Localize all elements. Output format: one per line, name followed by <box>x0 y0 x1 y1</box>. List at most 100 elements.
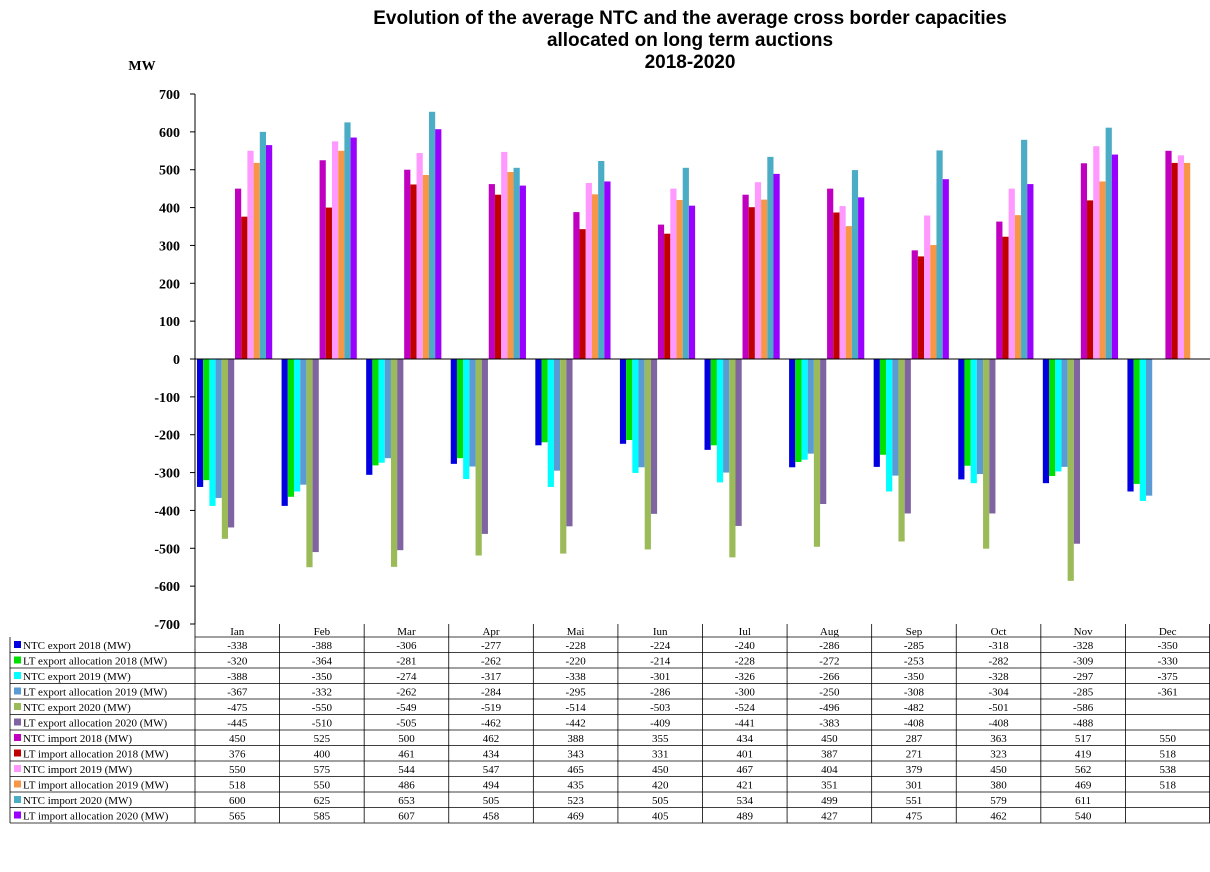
bar <box>481 359 488 534</box>
bar <box>450 359 457 464</box>
table-cell: -320 <box>227 656 248 668</box>
table-cell: -350 <box>312 671 333 683</box>
bar <box>378 359 385 463</box>
bar <box>682 167 689 359</box>
table-cell: -549 <box>396 702 417 714</box>
table-cell: -375 <box>1158 671 1179 683</box>
bar <box>1002 236 1009 359</box>
bar <box>397 359 404 551</box>
bar <box>754 182 762 359</box>
table-cell: 550 <box>1159 733 1176 745</box>
bar <box>547 359 554 487</box>
bar <box>748 207 755 359</box>
bar <box>488 184 495 359</box>
bar <box>833 212 840 359</box>
y-tick-label: -600 <box>154 580 180 595</box>
table-cell: 551 <box>906 795 923 807</box>
bar <box>259 131 266 359</box>
y-tick-label: -300 <box>154 467 180 482</box>
legend-swatch <box>14 765 21 772</box>
table-cell: -309 <box>1073 656 1094 668</box>
bar <box>384 359 391 459</box>
table-cell: -409 <box>650 718 671 730</box>
legend-label: NTC import 2019 (MW) <box>23 764 132 776</box>
table-cell: -282 <box>988 656 1008 668</box>
legend-swatch <box>14 811 21 819</box>
bar <box>553 359 561 471</box>
table-cell: -295 <box>566 687 587 699</box>
table-cell: -488 <box>1073 718 1094 730</box>
table-cell: -445 <box>227 718 248 730</box>
bar <box>820 359 827 504</box>
bar <box>942 179 949 359</box>
bar <box>626 359 633 441</box>
table-cell: 450 <box>990 764 1007 776</box>
bar <box>729 359 736 558</box>
table-cell: 400 <box>314 749 331 761</box>
bar <box>535 359 542 446</box>
bar <box>519 185 526 359</box>
legend-swatch <box>14 718 21 726</box>
table-cell: 653 <box>398 795 415 807</box>
table-cell: 607 <box>398 811 415 823</box>
table-cell: 434 <box>737 733 754 745</box>
bar <box>688 205 696 359</box>
table-cell: -297 <box>1073 671 1094 683</box>
bar <box>735 359 742 526</box>
table-cell: 523 <box>567 795 584 807</box>
chart-title-line-1: Evolution of the average NTC and the ave… <box>373 8 1007 29</box>
bar <box>958 359 965 480</box>
table-cell: 579 <box>990 795 1007 807</box>
table-cell: 376 <box>229 749 246 761</box>
table-cell: 458 <box>483 811 500 823</box>
table-cell: 427 <box>821 811 838 823</box>
legend-label: NTC import 2018 (MW) <box>23 733 132 745</box>
table-cell: 475 <box>906 811 923 823</box>
table-cell: -328 <box>988 671 1009 683</box>
bar <box>209 359 216 506</box>
bar <box>879 359 887 455</box>
legend-label: NTC export 2019 (MW) <box>23 671 131 683</box>
bar <box>936 150 943 359</box>
table-cell: -281 <box>396 656 416 668</box>
bar <box>604 181 611 359</box>
table-cell: -586 <box>1073 702 1094 714</box>
table-cell: 462 <box>483 733 500 745</box>
bar <box>1087 200 1094 359</box>
bar <box>839 206 846 359</box>
table-cell: 405 <box>652 811 669 823</box>
bar <box>670 188 677 359</box>
bar <box>469 359 476 467</box>
table-cell: -285 <box>1073 687 1094 699</box>
table-cell: 388 <box>567 733 584 745</box>
bar <box>338 150 345 359</box>
y-tick-label: -100 <box>154 391 180 406</box>
y-tick-label: -500 <box>154 542 180 557</box>
table-cell: 544 <box>398 764 415 776</box>
bar <box>676 200 683 359</box>
bar <box>435 129 442 359</box>
table-cell: 435 <box>567 780 584 792</box>
legend-label: NTC export 2020 (MW) <box>23 702 131 714</box>
table-cell: 355 <box>652 733 669 745</box>
bar <box>1099 181 1106 359</box>
table-cell: 461 <box>398 749 415 761</box>
bar <box>1127 359 1134 492</box>
bar <box>886 359 893 492</box>
category-label: Iul <box>739 626 751 638</box>
table-cell: 486 <box>398 780 415 792</box>
bar <box>664 233 671 359</box>
bar <box>904 359 911 514</box>
bar <box>197 359 204 487</box>
y-tick-label: 100 <box>159 315 180 330</box>
legend-label: LT export allocation 2019 (MW) <box>23 687 168 699</box>
bar <box>970 359 977 484</box>
table-cell: 469 <box>567 811 584 823</box>
table-cell: 562 <box>1075 764 1092 776</box>
table-cell: 500 <box>398 733 415 745</box>
table-cell: 450 <box>652 764 669 776</box>
y-tick-label: -400 <box>154 504 180 519</box>
bar <box>501 151 508 359</box>
bar <box>1184 162 1191 359</box>
table-cell: 450 <box>821 733 838 745</box>
